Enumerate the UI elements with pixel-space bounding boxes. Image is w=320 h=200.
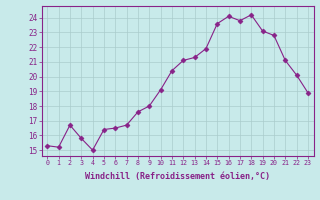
X-axis label: Windchill (Refroidissement éolien,°C): Windchill (Refroidissement éolien,°C) [85, 172, 270, 181]
